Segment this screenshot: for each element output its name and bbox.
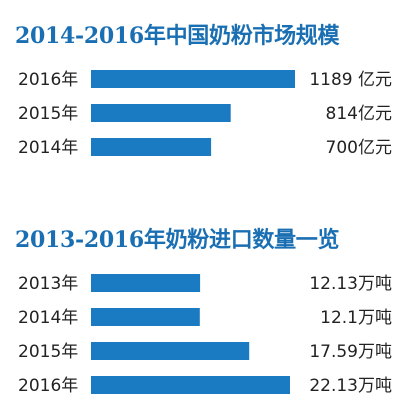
chart-1-bar [91,70,295,88]
chart-1-bar [91,104,231,122]
chart-2-value-label: 22.13万吨 [309,376,392,396]
chart-2: 2013-2016年奶粉进口数量一览 2013年 12.13万吨 2014年 12.1… [0,190,410,413]
chart-2-category-label: 2016年 [18,376,78,396]
chart-2-bar [91,274,201,292]
chart-1-category-label: 2015年 [18,104,78,124]
chart-2-title: 2013-2016年奶粉进口数量一览 [15,227,340,253]
chart-1-value-label: 1189 亿元 [309,70,392,90]
chart-2-value-label: 12.1万吨 [320,308,392,328]
chart-2-category-label: 2014年 [18,308,78,328]
chart-2-category-label: 2015年 [18,342,78,362]
chart-1-value-label: 700亿元 [326,138,392,158]
chart-2-bar [91,342,250,360]
chart-1-title: 2014-2016年中国奶粉市场规模 [15,23,340,49]
chart-2-plot: 2013年 12.13万吨 2014年 12.1万吨 2015年 17.59万吨 2016年… [18,274,392,396]
chart-1-category-label: 2016年 [18,70,78,90]
chart-2-bar [91,376,290,394]
chart-2-category-label: 2013年 [18,274,78,294]
chart-2-value-label: 12.13万吨 [309,274,392,294]
chart-1: 2014-2016年中国奶粉市场规模 2016年 1189 亿元 2015年 814亿… [0,0,410,190]
chart-1-plot: 2016年 1189 亿元 2015年 814亿元 2014年 700亿元 [18,70,392,158]
chart-2-value-label: 17.59万吨 [309,342,392,362]
chart-2-bar [91,308,200,326]
chart-1-value-label: 814亿元 [326,104,392,124]
chart-1-bar [91,138,212,156]
chart-1-category-label: 2014年 [18,138,78,158]
